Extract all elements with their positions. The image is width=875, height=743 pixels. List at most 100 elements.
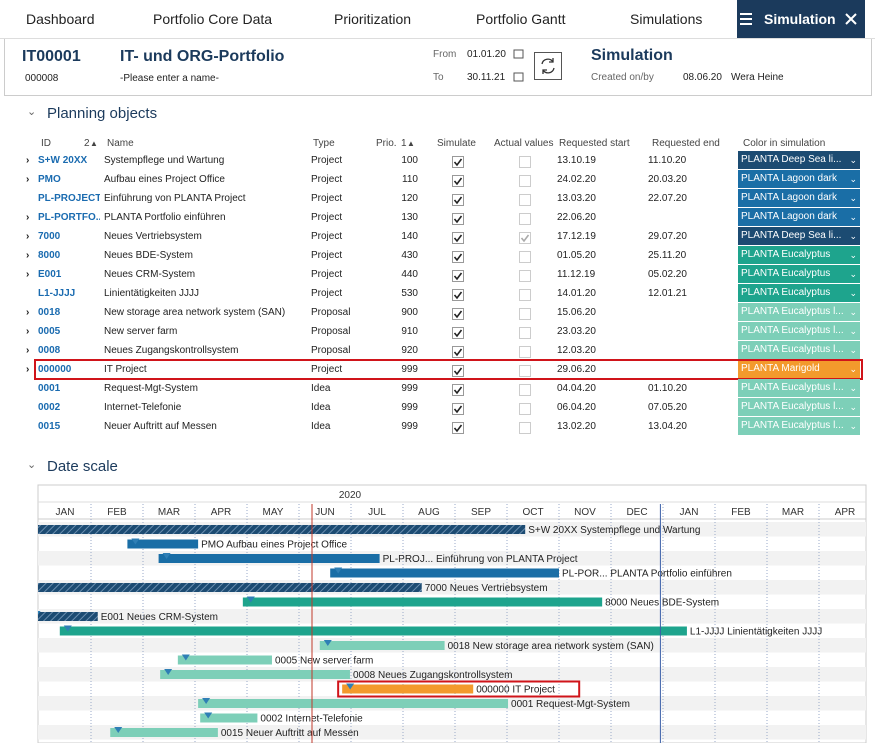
- actual-checkbox[interactable]: [519, 175, 531, 187]
- column-header[interactable]: ID: [41, 138, 51, 149]
- simulate-checkbox[interactable]: [452, 175, 464, 187]
- expand-icon[interactable]: ›: [26, 269, 30, 280]
- actual-checkbox[interactable]: [519, 308, 531, 320]
- nav-tab[interactable]: Portfolio Core Data: [153, 11, 273, 27]
- simulate-checkbox[interactable]: [452, 365, 464, 377]
- row-id[interactable]: 8000: [38, 250, 61, 261]
- row-id[interactable]: PL-PROJECT: [38, 193, 100, 204]
- column-header[interactable]: Actual values: [494, 138, 554, 149]
- actual-checkbox[interactable]: [519, 403, 531, 415]
- color-select[interactable]: PLANTA Eucalyptus ⌄: [738, 265, 860, 283]
- row-id[interactable]: 7000: [38, 231, 61, 242]
- actual-checkbox[interactable]: [519, 365, 531, 377]
- row-id[interactable]: 0018: [38, 307, 61, 318]
- simulate-checkbox[interactable]: [452, 327, 464, 339]
- column-header[interactable]: Type: [313, 138, 335, 149]
- expand-icon[interactable]: ›: [26, 307, 30, 318]
- simulate-checkbox[interactable]: [452, 308, 464, 320]
- sort-order[interactable]: 2: [84, 138, 90, 149]
- row-id[interactable]: 0001: [38, 383, 61, 394]
- expand-icon[interactable]: ›: [26, 174, 30, 185]
- expand-icon[interactable]: ›: [26, 231, 30, 242]
- expand-icon[interactable]: ›: [26, 212, 30, 223]
- color-select[interactable]: PLANTA Eucalyptus l... ⌄: [738, 417, 860, 435]
- color-select[interactable]: PLANTA Lagoon dark ⌄: [738, 170, 860, 188]
- actual-checkbox[interactable]: [519, 346, 531, 358]
- expand-icon[interactable]: ›: [26, 155, 30, 166]
- row-id[interactable]: 0002: [38, 402, 61, 413]
- color-select[interactable]: PLANTA Deep Sea li... ⌄: [738, 151, 860, 169]
- active-tab[interactable]: Simulation: [737, 0, 865, 38]
- expand-icon[interactable]: ›: [26, 326, 30, 337]
- color-select[interactable]: PLANTA Eucalyptus l... ⌄: [738, 398, 860, 416]
- bar-label: L1-JJJJ Linientätigkeiten JJJJ: [690, 627, 822, 638]
- row-id[interactable]: S+W 20XX: [38, 155, 88, 166]
- row-id[interactable]: 000000: [38, 364, 72, 375]
- simulate-checkbox[interactable]: [452, 289, 464, 301]
- actual-checkbox[interactable]: [519, 194, 531, 206]
- sort-order[interactable]: 1: [401, 138, 407, 149]
- actual-checkbox[interactable]: [519, 213, 531, 225]
- color-name: PLANTA Eucalyptus l...: [741, 325, 844, 336]
- actual-checkbox[interactable]: [519, 251, 531, 263]
- to-date[interactable]: 30.11.21: [467, 72, 506, 83]
- color-select[interactable]: PLANTA Deep Sea li... ⌄: [738, 227, 860, 245]
- close-icon[interactable]: [845, 13, 857, 25]
- row-id[interactable]: 0005: [38, 326, 61, 337]
- row-id[interactable]: 0008: [38, 345, 61, 356]
- color-select[interactable]: PLANTA Eucalyptus l... ⌄: [738, 303, 860, 321]
- actual-checkbox[interactable]: [519, 422, 531, 434]
- column-header[interactable]: Color in simulation: [743, 138, 826, 149]
- color-select[interactable]: PLANTA Eucalyptus ⌄: [738, 284, 860, 302]
- row-stripe: [38, 609, 866, 624]
- row-id[interactable]: PMO: [38, 174, 61, 185]
- expand-icon[interactable]: ›: [26, 345, 30, 356]
- section-title: Date scale: [47, 458, 118, 475]
- simulate-checkbox[interactable]: [452, 346, 464, 358]
- color-select[interactable]: PLANTA Eucalyptus ⌄: [738, 246, 860, 264]
- column-header[interactable]: Prio.: [376, 138, 397, 149]
- collapse-icon[interactable]: ⌄: [27, 106, 37, 118]
- expand-icon[interactable]: ›: [26, 250, 30, 261]
- name-input[interactable]: -Please enter a name-: [120, 73, 219, 84]
- column-header[interactable]: Name: [107, 138, 134, 149]
- simulate-checkbox[interactable]: [452, 156, 464, 168]
- from-date[interactable]: 01.01.20: [467, 49, 506, 60]
- column-header[interactable]: Requested start: [559, 138, 630, 149]
- expand-icon[interactable]: ›: [26, 364, 30, 375]
- color-select[interactable]: PLANTA Eucalyptus l... ⌄: [738, 379, 860, 397]
- nav-tab[interactable]: Simulations: [630, 11, 703, 27]
- row-id[interactable]: 0015: [38, 421, 61, 432]
- nav-tab[interactable]: Prioritization: [334, 11, 412, 27]
- color-select[interactable]: PLANTA Eucalyptus l... ⌄: [738, 341, 860, 359]
- actual-checkbox[interactable]: [519, 384, 531, 396]
- simulate-checkbox[interactable]: [452, 422, 464, 434]
- simulate-checkbox[interactable]: [452, 194, 464, 206]
- row-id[interactable]: L1-JJJJ: [38, 288, 76, 299]
- column-header[interactable]: Requested end: [652, 138, 720, 149]
- color-select[interactable]: PLANTA Lagoon dark ⌄: [738, 189, 860, 207]
- color-select[interactable]: PLANTA Marigold ⌄: [738, 360, 860, 378]
- row-id[interactable]: E001: [38, 269, 62, 280]
- column-header[interactable]: Simulate: [437, 138, 476, 149]
- simulate-checkbox[interactable]: [452, 213, 464, 225]
- color-select[interactable]: PLANTA Lagoon dark ⌄: [738, 208, 860, 226]
- refresh-button[interactable]: [534, 52, 562, 80]
- actual-checkbox[interactable]: [519, 270, 531, 282]
- nav-tab[interactable]: Portfolio Gantt: [476, 11, 566, 27]
- simulate-checkbox[interactable]: [452, 403, 464, 415]
- actual-checkbox[interactable]: [519, 156, 531, 168]
- simulate-checkbox[interactable]: [452, 270, 464, 282]
- collapse-icon[interactable]: ⌄: [27, 459, 37, 471]
- actual-checkbox[interactable]: [519, 232, 531, 244]
- menu-icon[interactable]: [739, 12, 753, 26]
- calendar-icons[interactable]: [513, 48, 525, 88]
- actual-checkbox[interactable]: [519, 289, 531, 301]
- nav-tab[interactable]: Dashboard: [26, 11, 95, 27]
- simulate-checkbox[interactable]: [452, 384, 464, 396]
- simulate-checkbox[interactable]: [452, 251, 464, 263]
- actual-checkbox[interactable]: [519, 327, 531, 339]
- row-id[interactable]: PL-PORTFO...: [38, 212, 100, 223]
- simulate-checkbox[interactable]: [452, 232, 464, 244]
- color-select[interactable]: PLANTA Eucalyptus l... ⌄: [738, 322, 860, 340]
